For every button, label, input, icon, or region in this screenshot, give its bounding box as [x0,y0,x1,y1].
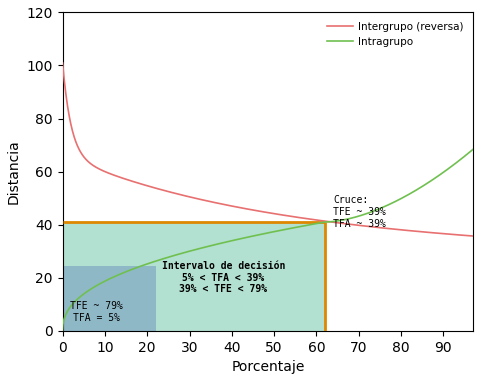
Intergrupo (reversa) [226,203,231,208]
Text: Cruce:
TFE ~ 39%
TFA ~ 39%: Cruce: TFE ~ 39% TFA ~ 39% [334,195,386,229]
Text: Intervalo de decisión
5% < TFA < 39%
39% < TFE < 79%: Intervalo de decisión 5% < TFA < 39% 39%… [162,261,285,294]
Bar [62,222,325,331]
Intragrupo [240,236,246,240]
X-axis label: Porcentaje: Porcentaje [231,360,304,374]
Intragrupo [470,147,476,152]
Intergrupo (reversa) [102,169,108,174]
Intragrupo [380,205,385,210]
Intergrupo (reversa) [342,221,348,226]
Intergrupo (reversa) [470,234,476,238]
Y-axis label: Distancia: Distancia [7,139,21,204]
Intergrupo (reversa) [380,226,385,230]
Intragrupo [60,328,65,333]
Intragrupo [387,202,393,207]
Line: Intragrupo: Intragrupo [62,149,473,331]
Intergrupo (reversa) [60,61,65,65]
Intragrupo [102,279,108,283]
Intergrupo (reversa) [240,206,246,211]
Text: TFE ~ 79%
TFA = 5%: TFE ~ 79% TFA = 5% [70,301,123,323]
Line: Intergrupo (reversa): Intergrupo (reversa) [62,63,473,236]
Legend: Intergrupo (reversa), Intragrupo: Intergrupo (reversa), Intragrupo [323,18,468,51]
Intragrupo [342,218,348,222]
Bar [62,266,156,331]
Intragrupo [226,239,231,244]
Intergrupo (reversa) [387,226,393,231]
